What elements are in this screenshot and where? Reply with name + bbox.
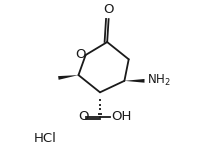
Text: O: O — [78, 109, 88, 122]
Text: O: O — [75, 48, 85, 61]
Polygon shape — [124, 79, 145, 83]
Text: HCl: HCl — [34, 132, 57, 145]
Polygon shape — [58, 75, 78, 80]
Text: OH: OH — [111, 109, 131, 122]
Text: NH$_2$: NH$_2$ — [147, 73, 170, 88]
Text: O: O — [103, 2, 114, 16]
